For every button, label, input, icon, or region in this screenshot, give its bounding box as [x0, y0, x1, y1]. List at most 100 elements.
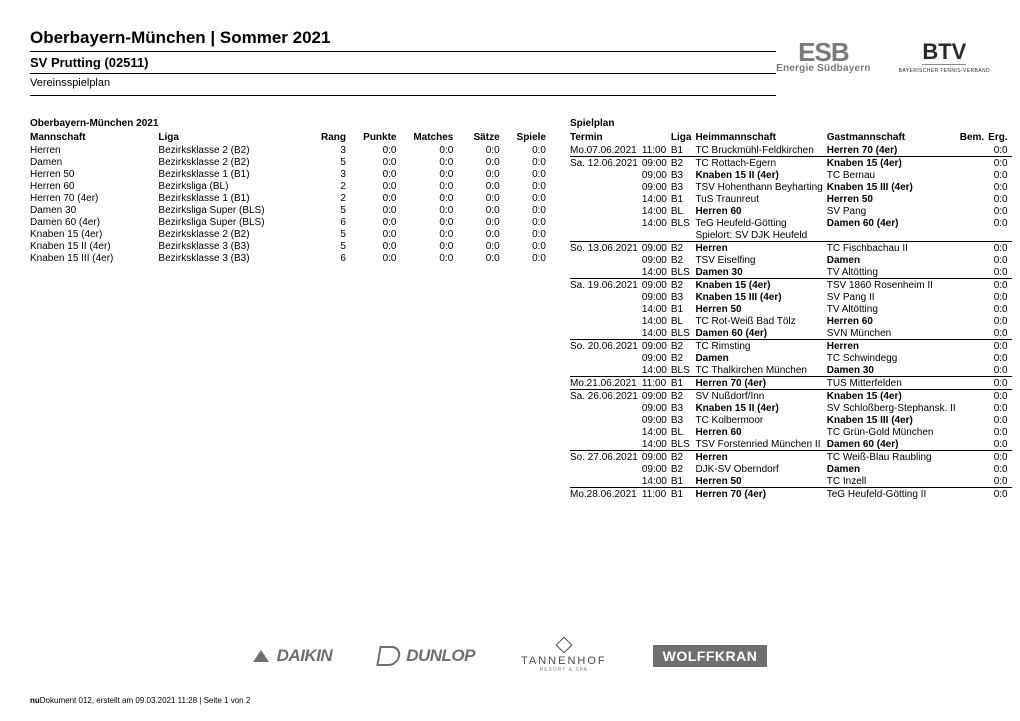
cell-home: Herren 60 — [695, 426, 826, 438]
daikin-icon — [253, 650, 269, 662]
cell-league: B1 — [671, 303, 696, 315]
cell-note — [960, 157, 988, 169]
cell-rank: 5 — [310, 240, 350, 252]
cell-games: 0:0 — [504, 180, 550, 192]
cell-note — [960, 352, 988, 364]
cell-result: 0:0 — [988, 475, 1011, 488]
cell-league: B2 — [671, 157, 696, 169]
btv-logo: BTV BAYERISCHER TENNIS-VERBAND — [899, 42, 990, 74]
cell-time: 14:00 — [642, 475, 671, 488]
cell-league: B1 — [671, 144, 696, 157]
cell-league: B2 — [671, 390, 696, 402]
rule-1 — [30, 51, 776, 52]
cell-guest: TC Fischbachau II — [827, 242, 960, 254]
schedule-row: Spielort: SV DJK Heufeld — [570, 229, 1012, 242]
cell-date — [570, 205, 642, 217]
cell-date — [570, 254, 642, 266]
cell-note — [960, 242, 988, 254]
cell-guest: SV Pang — [827, 205, 960, 217]
cell-sets: 0:0 — [457, 168, 503, 180]
schedule-col-result: Erg. — [988, 131, 1011, 144]
cell-result: 0:0 — [988, 364, 1011, 377]
cell-sets: 0:0 — [457, 156, 503, 168]
cell-points: 0:0 — [350, 204, 401, 216]
cell-result: 0:0 — [988, 291, 1011, 303]
cell-result: 0:0 — [988, 157, 1011, 169]
cell-league: BLS — [671, 327, 696, 340]
cell-guest: Knaben 15 III (4er) — [827, 414, 960, 426]
page-title: Oberbayern-München | Sommer 2021 — [30, 28, 776, 48]
cell-home: Herren 50 — [695, 303, 826, 315]
cell-note — [960, 144, 988, 157]
cell-home: DJK-SV Oberndorf — [695, 463, 826, 475]
standings-col-league: Liga — [158, 131, 310, 144]
cell-note — [960, 327, 988, 340]
standings-row: Damen 30Bezirksliga Super (BLS)50:00:00:… — [30, 204, 550, 216]
cell-note — [960, 463, 988, 475]
cell-time: 09:00 — [642, 291, 671, 303]
cell-guest: Herren 50 — [827, 193, 960, 205]
cell-result: 0:0 — [988, 463, 1011, 475]
cell-league: BLS — [671, 364, 696, 377]
standings-row: Knaben 15 III (4er)Bezirksklasse 3 (B3)6… — [30, 252, 550, 264]
cell-guest: Herren — [827, 340, 960, 352]
cell-note — [960, 169, 988, 181]
footer-nu: nu — [30, 696, 40, 705]
cell-home: Knaben 15 (4er) — [695, 279, 826, 291]
cell-guest: TV Altötting — [827, 303, 960, 315]
standings-col-games: Spiele — [504, 131, 550, 144]
schedule-row: 14:00B1Herren 50TC Inzell0:0 — [570, 475, 1012, 488]
cell-time: 09:00 — [642, 451, 671, 463]
cell-games: 0:0 — [504, 228, 550, 240]
standings-row: Herren 70 (4er)Bezirksklasse 1 (B1)20:00… — [30, 192, 550, 204]
dunlop-icon — [376, 646, 402, 666]
sponsor-daikin-text: DAIKIN — [277, 646, 333, 666]
sponsor-tannenhof-subtext: RESORT & SPA — [521, 667, 607, 673]
cell-home: Herren 60 — [695, 205, 826, 217]
cell-league: B3 — [671, 291, 696, 303]
cell-guest: SVN München — [827, 327, 960, 340]
cell-guest: Damen — [827, 463, 960, 475]
standings-header-row: Mannschaft Liga Rang Punkte Matches Sätz… — [30, 131, 550, 144]
cell-home: TC Kolbermoor — [695, 414, 826, 426]
cell-date: Sa. 26.06.2021 — [570, 390, 642, 402]
cell-note — [960, 217, 988, 229]
cell-games: 0:0 — [504, 240, 550, 252]
cell-time: 11:00 — [642, 377, 671, 390]
sponsor-dunlop: DUNLOP — [378, 646, 475, 666]
cell-home: Damen 30 — [695, 266, 826, 279]
cell-league: Bezirksliga Super (BLS) — [158, 204, 310, 216]
cell-date — [570, 327, 642, 340]
cell-matches: 0:0 — [401, 252, 458, 264]
cell-points: 0:0 — [350, 252, 401, 264]
sponsor-wolffkran: WOLFFKRAN — [653, 645, 768, 667]
cell-league: BL — [671, 315, 696, 327]
sponsor-daikin: DAIKIN — [253, 646, 333, 666]
cell-result: 0:0 — [988, 254, 1011, 266]
cell-home: TSV Hohenthann Beyharting — [695, 181, 826, 193]
cell-home: TeG Heufeld-Götting — [695, 217, 826, 229]
cell-result — [988, 229, 1011, 242]
schedule-row: 14:00BLSTSV Forstenried München IIDamen … — [570, 438, 1012, 451]
sponsor-tannenhof: TANNENHOF RESORT & SPA — [521, 639, 607, 673]
standings-col-points: Punkte — [350, 131, 401, 144]
cell-result: 0:0 — [988, 438, 1011, 451]
cell-date — [570, 364, 642, 377]
standings-col-matches: Matches — [401, 131, 458, 144]
cell-home: TC Rottach-Egern — [695, 157, 826, 169]
standings-table: Mannschaft Liga Rang Punkte Matches Sätz… — [30, 131, 550, 264]
cell-note — [960, 414, 988, 426]
cell-date: Sa. 12.06.2021 — [570, 157, 642, 169]
cell-guest — [827, 229, 960, 242]
cell-result: 0:0 — [988, 279, 1011, 291]
cell-league: B2 — [671, 340, 696, 352]
cell-time: 09:00 — [642, 242, 671, 254]
cell-guest: SV Pang II — [827, 291, 960, 303]
cell-team: Herren 50 — [30, 168, 158, 180]
schedule-col-time — [642, 131, 671, 144]
doc-type: Vereinsspielplan — [30, 77, 776, 89]
cell-league: B1 — [671, 193, 696, 205]
cell-rank: 5 — [310, 204, 350, 216]
cell-guest: Damen — [827, 254, 960, 266]
cell-matches: 0:0 — [401, 156, 458, 168]
